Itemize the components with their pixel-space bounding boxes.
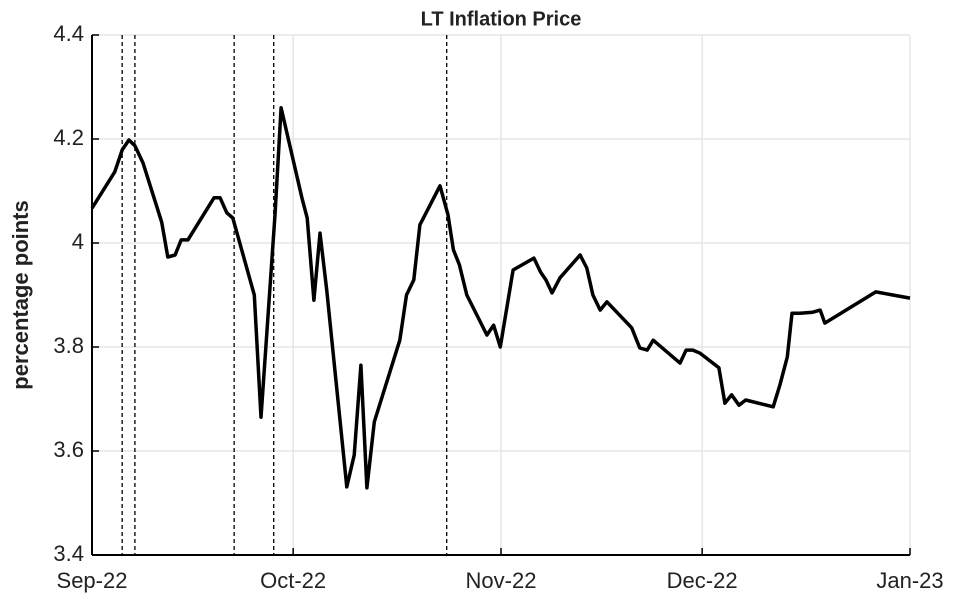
y-tick-label: 4 [72, 229, 84, 254]
x-tick-label: Sep-22 [57, 568, 128, 593]
x-tick-label: Dec-22 [667, 568, 738, 593]
y-tick-label: 4.4 [53, 21, 84, 46]
x-tick-label: Oct-22 [260, 568, 326, 593]
y-axis-label: percentage points [8, 200, 33, 389]
y-tick-label: 3.4 [53, 541, 84, 566]
data-line [90, 106, 911, 490]
y-tick-label: 4.2 [53, 125, 84, 150]
y-tick-label: 3.6 [53, 437, 84, 462]
y-tick-label: 3.8 [53, 333, 84, 358]
x-tick-label: Jan-23 [876, 568, 943, 593]
chart-title: LT Inflation Price [421, 8, 582, 30]
x-tick-label: Nov-22 [466, 568, 537, 593]
